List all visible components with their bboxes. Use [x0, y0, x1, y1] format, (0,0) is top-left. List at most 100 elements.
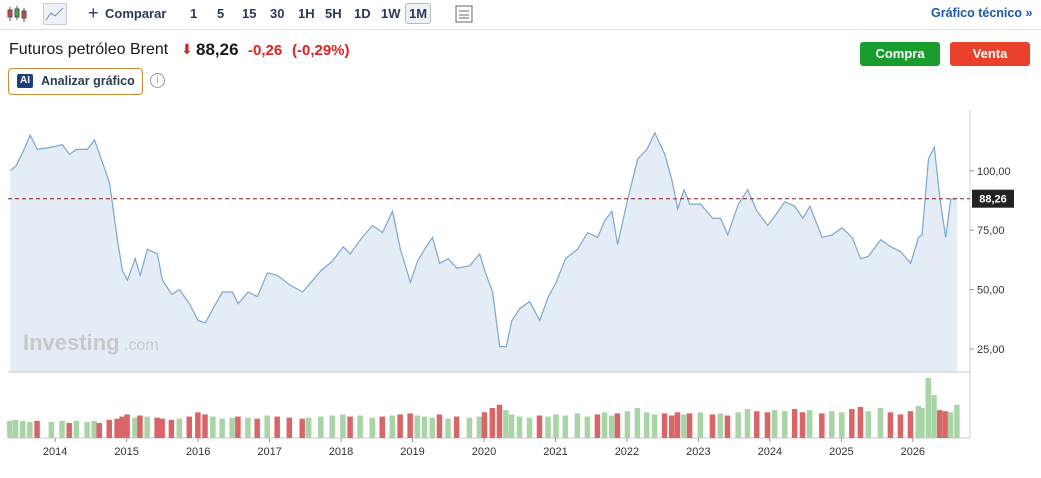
change: -0,26 [248, 42, 283, 59]
volume-bar [229, 417, 235, 438]
buy-button[interactable]: Compra [860, 42, 940, 66]
interval-button[interactable]: 1M [405, 3, 432, 24]
info-icon[interactable]: i [150, 73, 165, 88]
volume-bar [466, 417, 473, 438]
y-tick-label: 25,00 [977, 344, 1005, 356]
volume-bar [674, 412, 681, 438]
volume-bar [709, 414, 716, 438]
volume-bar [264, 415, 270, 438]
volume-bar [210, 416, 216, 438]
x-tick-label: 2020 [472, 446, 496, 458]
y-tick-label: 100,00 [977, 166, 1011, 178]
volume-bar [936, 410, 943, 438]
x-tick-label: 2023 [686, 446, 710, 458]
interval-button[interactable]: 5H [325, 6, 342, 21]
change-pct: (-0,29%) [292, 42, 350, 59]
volume-bar [59, 420, 65, 438]
volume-bar [887, 412, 894, 438]
volume-bar [48, 421, 55, 438]
volume-bar [254, 418, 260, 438]
volume-bar [299, 418, 305, 438]
volume-bar [168, 419, 175, 438]
y-tick-label: 50,00 [977, 285, 1005, 297]
volume-bar [305, 417, 312, 438]
x-tick-label: 2016 [186, 446, 210, 458]
instrument-name: Futuros petróleo Brent [9, 41, 169, 58]
volume-bar [931, 395, 937, 438]
toolbar: + Comparar 1 5 15 30 1H 5H 1D 1W 1M Gráfico técn… [0, 0, 1041, 30]
volume-bar [144, 416, 150, 438]
volume-bar [274, 416, 280, 438]
interval-button[interactable]: 1W [381, 6, 401, 21]
volume-bar [601, 412, 608, 438]
layout-icon[interactable] [455, 5, 473, 23]
volume-bar [12, 419, 19, 438]
analyze-button[interactable]: AI Analizar gráfico [8, 68, 143, 95]
volume-bar [829, 411, 835, 438]
volume-bar [436, 414, 443, 438]
volume-bar [857, 406, 864, 438]
x-tick-label: 2026 [901, 446, 925, 458]
analyze-label: Analizar gráfico [41, 74, 135, 88]
volume-bar [919, 408, 925, 438]
volume-bar [481, 412, 488, 438]
x-tick-label: 2025 [829, 446, 853, 458]
last-price-label: 88,26 [979, 194, 1007, 206]
volume-bar [651, 414, 658, 438]
volume-bar [235, 416, 241, 438]
y-tick-label: 75,00 [977, 225, 1005, 237]
volume-bar [414, 415, 421, 438]
volume-bar [429, 417, 436, 438]
volume-bar [132, 417, 138, 438]
volume-bar [369, 417, 376, 438]
compare-button[interactable]: Comparar [105, 6, 167, 21]
sell-button[interactable]: Venta [950, 42, 1030, 66]
interval-button[interactable]: 15 [242, 6, 257, 21]
volume-bar [508, 414, 515, 438]
volume-bar [877, 408, 884, 438]
plus-icon[interactable]: + [88, 3, 99, 23]
interval-button[interactable]: 1D [354, 6, 371, 21]
volume-bar [476, 416, 483, 438]
x-tick-label: 2015 [114, 446, 138, 458]
volume-bar [819, 413, 825, 438]
price-line [9, 131, 958, 348]
volume-bar [839, 412, 845, 438]
volume-bar [124, 414, 130, 438]
volume-bar [925, 378, 932, 438]
interval-button[interactable]: 1 [190, 6, 198, 21]
volume-bar [661, 413, 668, 438]
volume-bar [526, 417, 533, 438]
volume-bar [553, 414, 559, 438]
volume-bar [357, 415, 363, 438]
x-tick-label: 2019 [400, 446, 424, 458]
volume-bar [421, 416, 428, 438]
x-tick-label: 2024 [758, 446, 782, 458]
technical-link[interactable]: Gráfico técnico » [931, 6, 1033, 20]
volume-bar [717, 413, 724, 438]
volume-bar [318, 416, 324, 438]
x-tick-label: 2014 [43, 446, 67, 458]
volume-bar [503, 410, 509, 438]
volume-bar [407, 413, 413, 438]
area-icon[interactable] [43, 3, 67, 25]
volume-bar [754, 411, 760, 438]
volume-bar [697, 412, 704, 438]
x-tick-label: 2017 [257, 446, 281, 458]
volume-bar [154, 417, 160, 438]
volume-bar [245, 417, 251, 438]
volume-bar [744, 409, 751, 438]
interval-button[interactable]: 5 [217, 6, 225, 21]
watermark-suffix: .com [124, 337, 159, 354]
volume-bar [379, 416, 386, 438]
price: 88,26 [196, 40, 239, 59]
volume-bar [453, 416, 460, 438]
interval-button[interactable]: 30 [270, 6, 285, 21]
interval-button[interactable]: 1H [298, 6, 315, 21]
volume-bar [735, 412, 741, 438]
volume-bar [643, 412, 650, 438]
down-arrow: ⬇ [181, 41, 193, 57]
candle-icon[interactable] [6, 5, 28, 23]
volume-bar [799, 412, 806, 438]
